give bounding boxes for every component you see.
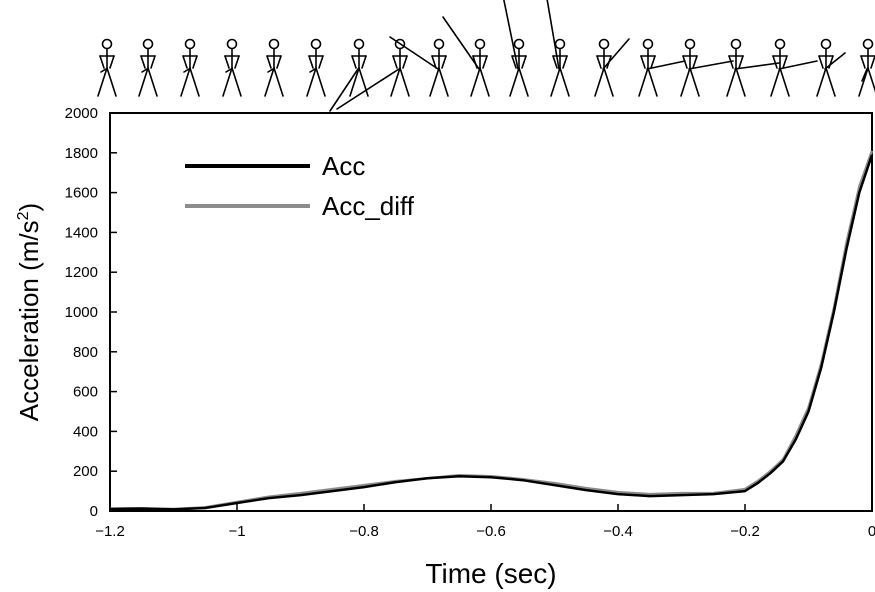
y-tick-label: 1000 bbox=[65, 304, 98, 321]
golf-swing-stick-figures bbox=[97, 0, 875, 112]
y-axis-label-main: Acceleration (m/s bbox=[14, 220, 44, 421]
legend-label-acc: Acc bbox=[322, 151, 365, 181]
swing-figure bbox=[680, 38, 734, 97]
y-tick-label: 2000 bbox=[65, 105, 98, 122]
swing-figure bbox=[442, 16, 490, 97]
x-tick-label: −0.2 bbox=[730, 523, 760, 540]
swing-figure bbox=[858, 38, 875, 97]
series-line-acc bbox=[109, 154, 874, 511]
swing-figure bbox=[594, 38, 630, 97]
y-tick-label: 1800 bbox=[65, 145, 98, 162]
x-axis-ticks: −1.2 −1 −0.8 −0.6 −0.4 −0.2 0 bbox=[95, 504, 875, 540]
swing-figure bbox=[138, 38, 158, 97]
swing-figure bbox=[816, 38, 846, 97]
swing-figure bbox=[306, 38, 326, 97]
x-tick-label: −1 bbox=[228, 523, 245, 540]
swing-figure bbox=[336, 38, 410, 110]
swing-figure bbox=[329, 38, 369, 112]
plot-frame bbox=[109, 112, 873, 512]
y-tick-label: 1200 bbox=[65, 264, 98, 281]
y-axis-label: Acceleration (m/s2) bbox=[14, 203, 44, 421]
x-tick-label: −0.4 bbox=[603, 523, 633, 540]
y-tick-label: 600 bbox=[73, 384, 98, 401]
y-axis-label-superscript: 2 bbox=[15, 211, 32, 220]
y-tick-label: 400 bbox=[73, 423, 98, 440]
swing-figure bbox=[726, 38, 780, 97]
x-axis-label: Time (sec) bbox=[425, 558, 556, 589]
swing-figure bbox=[264, 38, 284, 97]
swing-figure bbox=[638, 38, 686, 97]
swing-figure bbox=[503, 0, 529, 97]
x-tick-label: 0 bbox=[868, 523, 875, 540]
y-tick-label: 0 bbox=[90, 503, 98, 520]
y-tick-label: 800 bbox=[73, 344, 98, 361]
swing-figure bbox=[770, 38, 818, 97]
x-tick-label: −0.6 bbox=[476, 523, 506, 540]
y-tick-label: 1400 bbox=[65, 224, 98, 241]
y-tick-label: 1600 bbox=[65, 185, 98, 202]
swing-figure bbox=[97, 38, 117, 97]
x-tick-label: −0.8 bbox=[349, 523, 379, 540]
y-tick-label: 200 bbox=[73, 463, 98, 480]
y-axis-ticks: 0 200 400 600 800 1000 1200 1400 1600 1800 2000 bbox=[65, 105, 117, 520]
x-tick-label: −1.2 bbox=[95, 523, 125, 540]
swing-figure bbox=[180, 38, 200, 97]
legend-label-acc-diff: Acc_diff bbox=[322, 191, 415, 221]
y-axis-label-close: ) bbox=[14, 203, 44, 212]
swing-figure bbox=[546, 0, 570, 97]
legend: Acc Acc_diff bbox=[185, 151, 415, 221]
swing-figure bbox=[222, 38, 242, 97]
series-layer bbox=[109, 150, 874, 511]
swing-figure bbox=[389, 36, 449, 97]
